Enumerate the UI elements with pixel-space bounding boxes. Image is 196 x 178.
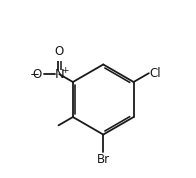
Text: Cl: Cl [150,67,161,80]
Text: Br: Br [97,153,110,166]
Text: N: N [54,68,64,81]
Text: O: O [55,45,64,58]
Text: O: O [33,68,42,81]
Text: +: + [61,66,68,75]
Text: −: − [29,69,39,82]
